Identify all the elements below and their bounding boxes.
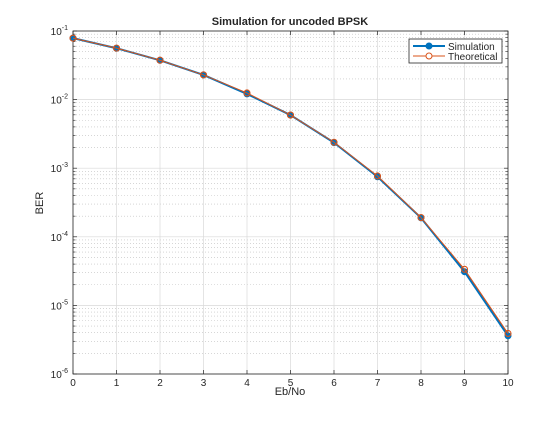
x-tick-label: 10 [502,378,514,389]
legend-label-theoretical: Theoretical [448,52,497,63]
x-tick-label: 2 [157,378,163,389]
y-tick-base: 10 [51,301,63,312]
data-point-theoretical [460,265,469,273]
y-tick-exponent: -2 [62,94,68,101]
y-tick-exponent: -4 [62,231,68,238]
x-tick-label: 0 [70,378,76,389]
x-tick-label: 4 [244,378,250,389]
legend-label-simulation: Simulation [448,42,495,53]
y-tick-base: 10 [51,233,63,244]
x-tick-labels: 0 1 2 3 4 5 6 7 8 9 10 [70,378,514,389]
data-point-theoretical [112,44,121,52]
legend-marker-theoretical [425,52,433,60]
data-point-theoretical [243,89,251,97]
x-tick-label: 6 [331,378,337,389]
legend: Simulation Theoretical [408,38,503,64]
x-tick-label: 5 [288,378,294,389]
x-tick-label: 7 [375,378,381,389]
y-tick-exponent: -3 [62,162,68,169]
x-tick-label: 8 [418,378,424,389]
axis-ticks [72,30,509,375]
y-tick-base: 10 [51,370,63,381]
y-tick-label: 10-2 [51,94,68,107]
y-tick-base: 10 [51,96,63,107]
series-layer [69,34,512,340]
data-point-theoretical [330,138,338,146]
x-tick-label: 3 [201,378,207,389]
y-tick-label: 10-6 [51,368,68,381]
x-tick-label: 9 [462,378,468,389]
data-point-theoretical [504,329,512,338]
y-tick-label: 10-5 [51,299,68,312]
data-point-theoretical [156,56,164,64]
y-tick-label: 10-4 [51,231,68,244]
data-point-theoretical [286,111,295,119]
data-point-theoretical [199,71,208,79]
data-point-theoretical [373,172,382,180]
y-tick-exponent: -5 [62,299,68,306]
x-tick-label: 1 [114,378,120,389]
legend-box [408,38,503,64]
data-point-theoretical [417,213,425,222]
y-tick-labels: 10-110-210-310-410-510-6 [51,25,68,381]
x-axis-label: Eb/No [275,386,306,398]
data-point-theoretical [69,34,77,42]
chart-title: Simulation for uncoded BPSK [212,16,369,28]
y-tick-base: 10 [51,164,63,175]
y-tick-label: 10-1 [51,25,68,38]
y-tick-base: 10 [51,27,63,38]
legend-marker-simulation [425,42,433,50]
y-axis-label: BER [34,192,46,215]
y-tick-exponent: -6 [62,368,68,375]
series-line-theoretical [72,37,509,334]
y-tick-exponent: -1 [62,25,68,32]
y-tick-label: 10-3 [51,162,68,175]
minor-grid [73,33,508,354]
